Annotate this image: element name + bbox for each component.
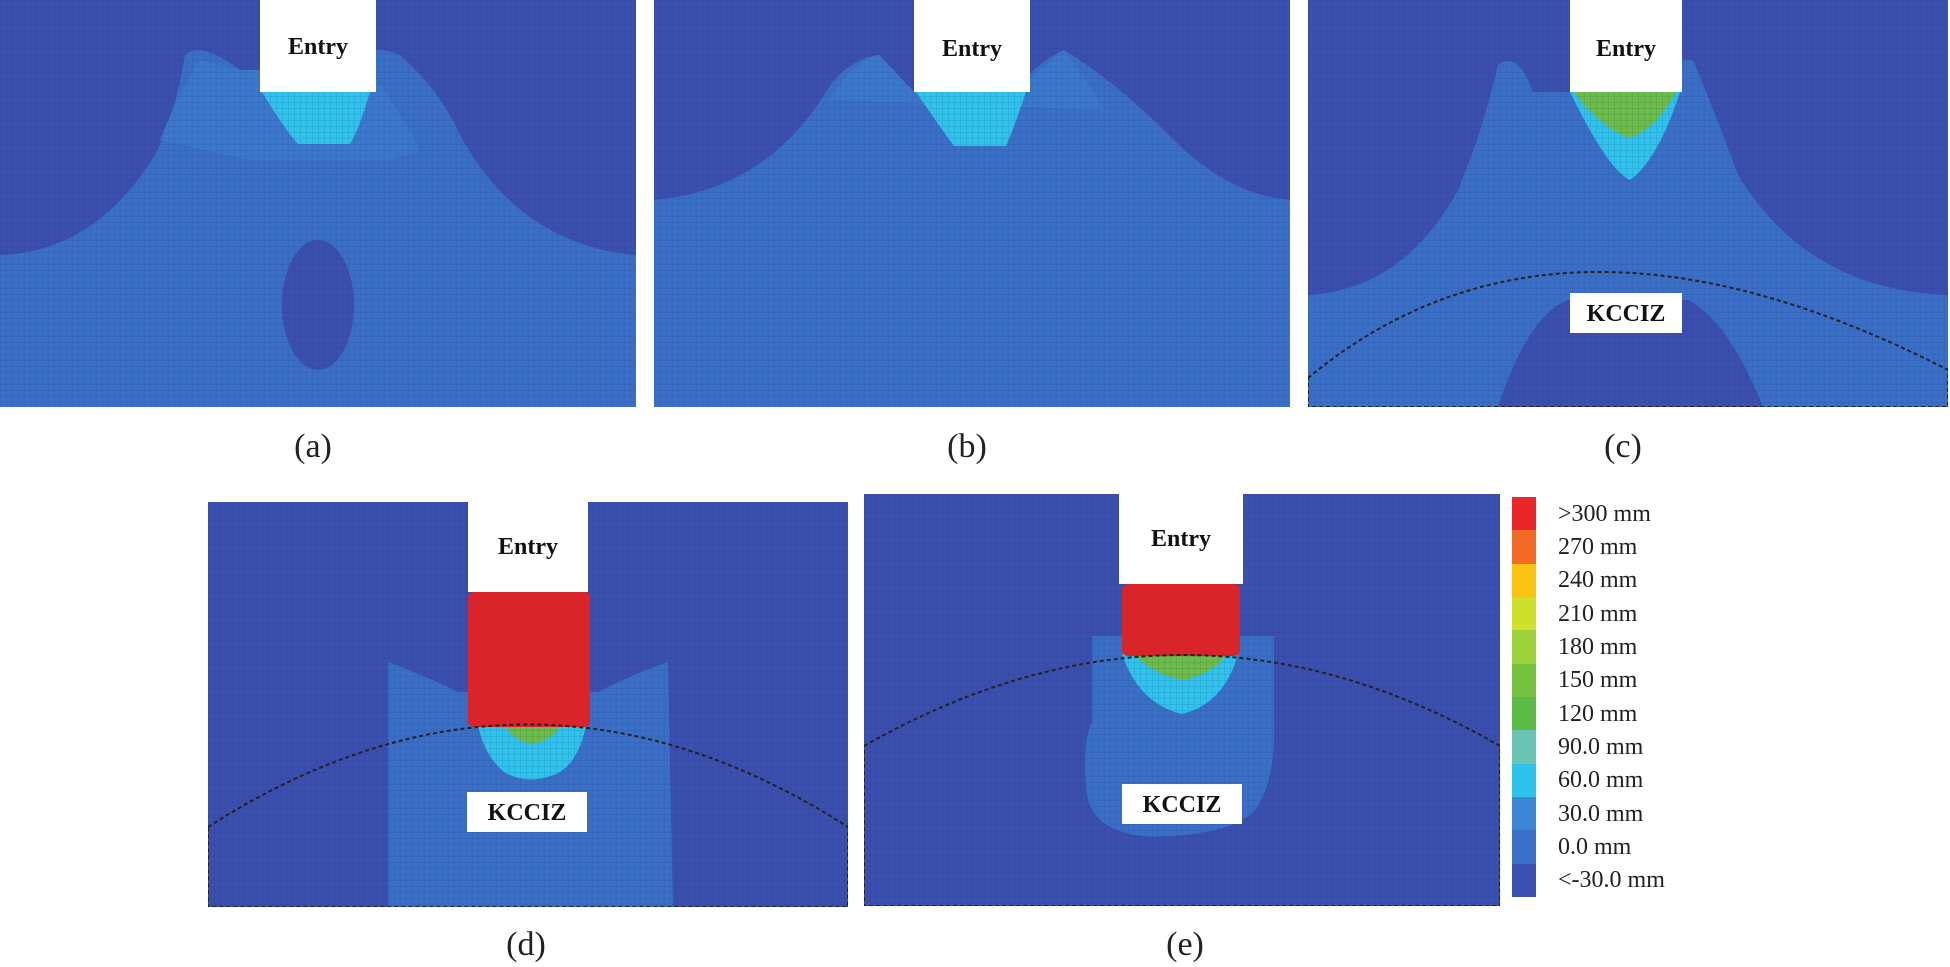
legend-swatch xyxy=(1512,730,1536,765)
panel-d-entry-box xyxy=(468,502,588,592)
legend-label: 270 mm xyxy=(1558,534,1638,560)
panel-e-kcciz-box xyxy=(1122,784,1242,824)
legend-label: 120 mm xyxy=(1558,700,1638,727)
caption-b: (b) xyxy=(947,428,987,465)
panel-e: Entry KCCIZ xyxy=(864,494,1500,906)
panel-b-entry-label: Entry xyxy=(942,36,1002,62)
caption-e: (e) xyxy=(1166,926,1204,963)
legend-label: 90.0 mm xyxy=(1558,734,1644,760)
legend-label: 180 mm xyxy=(1558,634,1638,660)
panel-c-entry-box xyxy=(1570,0,1682,92)
panel-b: Entry xyxy=(654,0,1290,407)
panel-c-kcciz-label: KCCIZ xyxy=(1587,301,1666,327)
legend-label: 150 mm xyxy=(1558,667,1638,694)
legend-swatch xyxy=(1512,497,1536,531)
legend-swatch xyxy=(1512,797,1536,831)
panel-c-kcciz-boundary xyxy=(1308,270,1948,407)
legend-swatch xyxy=(1512,763,1536,798)
panel-e-kcciz-label: KCCIZ xyxy=(1143,792,1222,818)
panel-d-kcciz-boundary xyxy=(208,723,848,907)
panel-b-entry-box xyxy=(914,0,1030,92)
legend-label: 240 mm xyxy=(1558,567,1638,594)
panel-e-red-column xyxy=(1122,584,1240,656)
legend-label: 0.0 mm xyxy=(1558,834,1632,860)
panel-e-entry-label: Entry xyxy=(1151,526,1211,552)
panel-d-entry-label: Entry xyxy=(498,534,558,560)
caption-d: (d) xyxy=(506,926,546,963)
panel-a: Entry xyxy=(0,0,636,407)
legend-swatch xyxy=(1512,830,1536,865)
panel-d-kcciz-label: KCCIZ xyxy=(488,800,567,826)
panel-d-kcciz-box xyxy=(467,792,587,832)
panel-c-entry-label: Entry xyxy=(1596,36,1656,62)
panel-d: Entry KCCIZ xyxy=(208,502,848,907)
legend-label: >300 mm xyxy=(1558,500,1651,527)
caption-a: (a) xyxy=(294,428,332,465)
legend-swatch xyxy=(1512,597,1536,631)
legend-label: 30.0 mm xyxy=(1558,800,1644,827)
legend-swatch xyxy=(1512,630,1536,665)
legend-swatch xyxy=(1512,697,1536,731)
legend-label: 210 mm xyxy=(1558,600,1638,627)
panel-a-entry-label: Entry xyxy=(288,34,348,60)
panel-c: Entry KCCIZ xyxy=(1308,0,1948,407)
panel-a-entry-box xyxy=(260,0,376,92)
panel-e-entry-box xyxy=(1119,494,1243,584)
legend-swatch xyxy=(1512,863,1536,898)
legend-swatch xyxy=(1512,563,1536,598)
legend-swatch xyxy=(1512,530,1536,565)
legend-label: <-30.0 mm xyxy=(1558,867,1665,894)
legend-label: 60.0 mm xyxy=(1558,767,1644,794)
caption-c: (c) xyxy=(1604,428,1642,465)
legend-swatch xyxy=(1512,663,1536,698)
panel-e-kcciz-boundary xyxy=(864,654,1500,906)
panel-c-kcciz-box xyxy=(1570,293,1682,333)
panel-d-red-column xyxy=(468,592,590,727)
